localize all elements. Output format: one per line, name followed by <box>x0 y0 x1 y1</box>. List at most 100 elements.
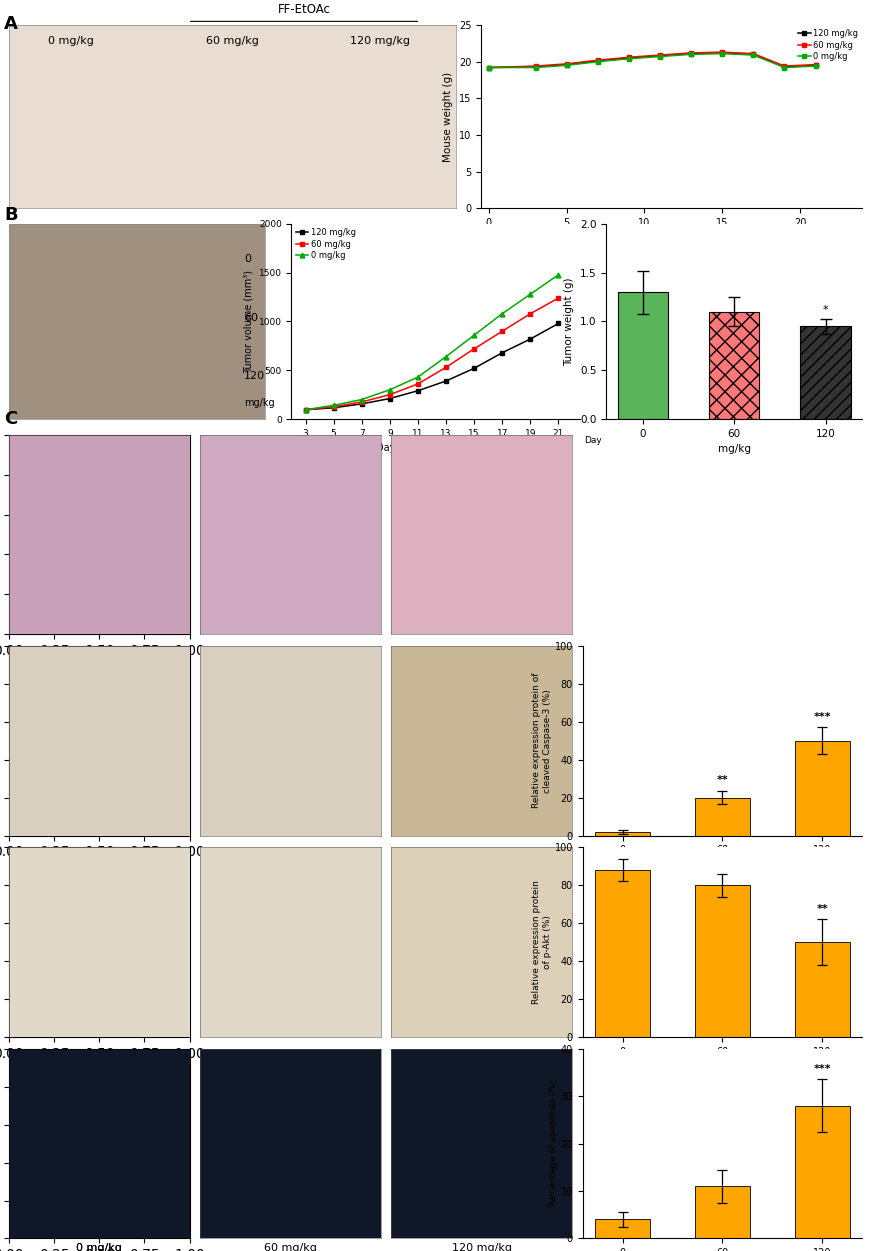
X-axis label: Days after treatment (d): Days after treatment (d) <box>375 443 496 453</box>
0 mg/kg <box>810 59 820 74</box>
0 mg/kg <box>780 60 790 75</box>
60 mg/kg <box>780 59 790 74</box>
X-axis label: Days after treatment (d): Days after treatment (d) <box>608 234 735 244</box>
0 mg/kg <box>655 49 665 64</box>
X-axis label: FF-EtoAc (mg/kg): FF-EtoAc (mg/kg) <box>680 861 765 871</box>
Line: 60 mg/kg: 60 mg/kg <box>303 295 561 412</box>
X-axis label: mg/kg: mg/kg <box>718 444 751 454</box>
120 mg/kg <box>525 332 536 347</box>
Line: 120 mg/kg: 120 mg/kg <box>303 322 561 412</box>
Legend: 120 mg/kg, 60 mg/kg, 0 mg/kg: 120 mg/kg, 60 mg/kg, 0 mg/kg <box>295 228 355 260</box>
120 mg/kg <box>385 392 395 407</box>
0 mg/kg <box>592 54 603 69</box>
0 mg/kg <box>562 58 572 73</box>
120 mg/kg <box>810 58 820 73</box>
0 mg/kg <box>685 46 696 61</box>
60 mg/kg <box>525 306 536 322</box>
Legend: 120 mg/kg, 60 mg/kg, 0 mg/kg: 120 mg/kg, 60 mg/kg, 0 mg/kg <box>798 29 858 61</box>
Bar <box>695 1186 750 1238</box>
120 mg/kg <box>300 403 311 418</box>
Text: **: ** <box>717 776 728 786</box>
0 mg/kg <box>553 268 564 283</box>
120 mg/kg <box>441 374 451 389</box>
X-axis label: 120 mg/kg: 120 mg/kg <box>452 1242 512 1251</box>
60 mg/kg <box>748 46 759 61</box>
60 mg/kg <box>655 48 665 63</box>
120 mg/kg <box>328 400 339 415</box>
120 mg/kg <box>356 397 367 412</box>
Text: FF-EtOAc: FF-EtOAc <box>278 3 330 16</box>
Y-axis label: Tumor weight (g): Tumor weight (g) <box>564 278 574 365</box>
Text: ***: *** <box>814 712 831 722</box>
Y-axis label: Mouse weight (g): Mouse weight (g) <box>443 71 453 161</box>
0 mg/kg <box>356 392 367 407</box>
60 mg/kg <box>717 45 727 60</box>
120 mg/kg <box>592 54 603 69</box>
Bar <box>595 832 650 836</box>
Text: *: * <box>823 305 828 315</box>
X-axis label: 0 mg/kg: 0 mg/kg <box>77 1242 122 1251</box>
Y-axis label: Relative expression protein
of p-Akt (%): Relative expression protein of p-Akt (%) <box>532 881 551 1005</box>
Bar <box>595 1220 650 1238</box>
Line: 0 mg/kg: 0 mg/kg <box>303 273 561 412</box>
Bar <box>794 942 849 1037</box>
0 mg/kg <box>717 46 727 61</box>
Text: mg/kg: mg/kg <box>244 398 275 408</box>
0 mg/kg <box>413 369 423 384</box>
120 mg/kg <box>413 383 423 398</box>
120 mg/kg <box>624 50 634 65</box>
0 mg/kg <box>497 306 508 322</box>
120 mg/kg <box>530 59 541 74</box>
Text: ***: *** <box>814 1063 831 1073</box>
Bar <box>695 798 750 836</box>
120 mg/kg <box>780 59 790 74</box>
60 mg/kg <box>385 387 395 402</box>
0 mg/kg <box>530 60 541 75</box>
Bar <box>709 311 760 419</box>
Line: 120 mg/kg: 120 mg/kg <box>486 50 818 70</box>
0 mg/kg <box>748 48 759 63</box>
Text: 60 mg/kg: 60 mg/kg <box>206 36 259 46</box>
60 mg/kg <box>624 50 634 65</box>
X-axis label: 0 mg/kg: 0 mg/kg <box>77 1242 122 1251</box>
60 mg/kg <box>413 377 423 392</box>
60 mg/kg <box>328 399 339 414</box>
Text: Day: Day <box>584 435 602 444</box>
Text: 0: 0 <box>244 254 252 264</box>
60 mg/kg <box>483 60 494 75</box>
0 mg/kg <box>525 286 536 301</box>
Bar <box>794 741 849 836</box>
X-axis label: 60 mg/kg: 60 mg/kg <box>264 1242 317 1251</box>
X-axis label: FF-EtoAc (mg/kg): FF-EtoAc (mg/kg) <box>680 1062 765 1072</box>
60 mg/kg <box>562 56 572 71</box>
Bar <box>695 886 750 1037</box>
Bar <box>618 293 668 419</box>
120 mg/kg <box>562 58 572 73</box>
60 mg/kg <box>592 53 603 68</box>
Text: 60: 60 <box>244 313 259 323</box>
60 mg/kg <box>441 360 451 375</box>
Bar <box>794 1106 849 1238</box>
60 mg/kg <box>356 394 367 409</box>
Text: 120 mg/kg: 120 mg/kg <box>350 36 410 46</box>
120 mg/kg <box>748 46 759 61</box>
Y-axis label: Tumor volume (mm³): Tumor volume (mm³) <box>243 270 253 373</box>
60 mg/kg <box>685 45 696 60</box>
Bar <box>595 869 650 1037</box>
Text: 120: 120 <box>244 372 266 382</box>
Y-axis label: Relative expression protein of
cleaved Caspase-3 (%): Relative expression protein of cleaved C… <box>532 673 551 808</box>
60 mg/kg <box>469 342 479 357</box>
120 mg/kg <box>717 45 727 60</box>
60 mg/kg <box>530 59 541 74</box>
120 mg/kg <box>655 49 665 64</box>
0 mg/kg <box>328 398 339 413</box>
0 mg/kg <box>469 328 479 343</box>
60 mg/kg <box>553 290 564 305</box>
120 mg/kg <box>685 46 696 61</box>
Text: 25: 25 <box>834 231 845 240</box>
0 mg/kg <box>300 403 311 418</box>
Text: **: ** <box>816 903 828 913</box>
60 mg/kg <box>497 324 508 339</box>
Bar <box>800 327 851 419</box>
120 mg/kg <box>497 345 508 360</box>
